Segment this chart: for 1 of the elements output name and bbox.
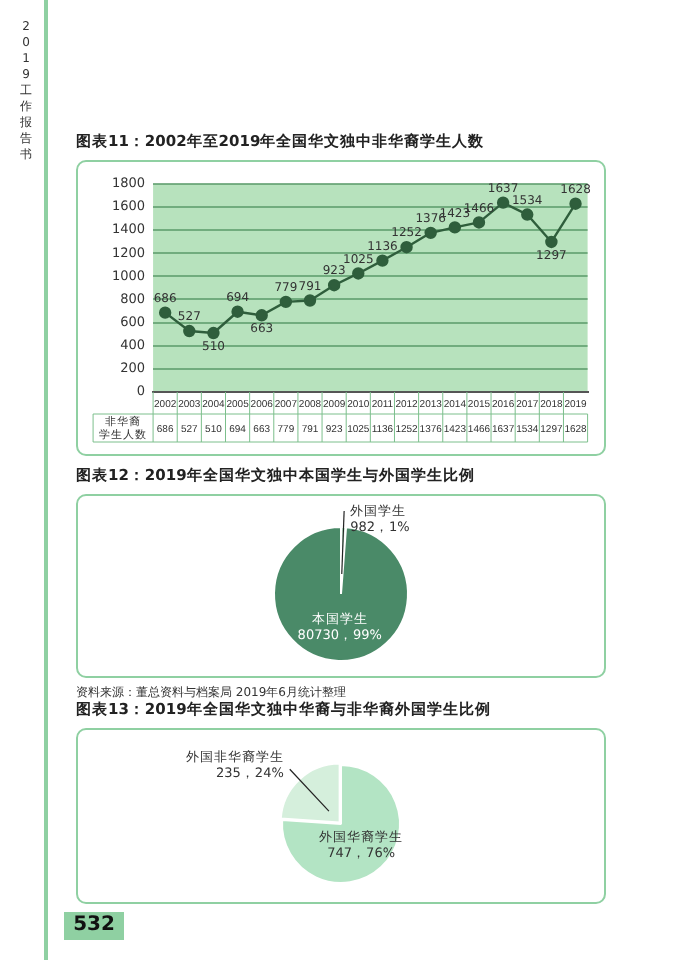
text: 532 [64,912,124,940]
